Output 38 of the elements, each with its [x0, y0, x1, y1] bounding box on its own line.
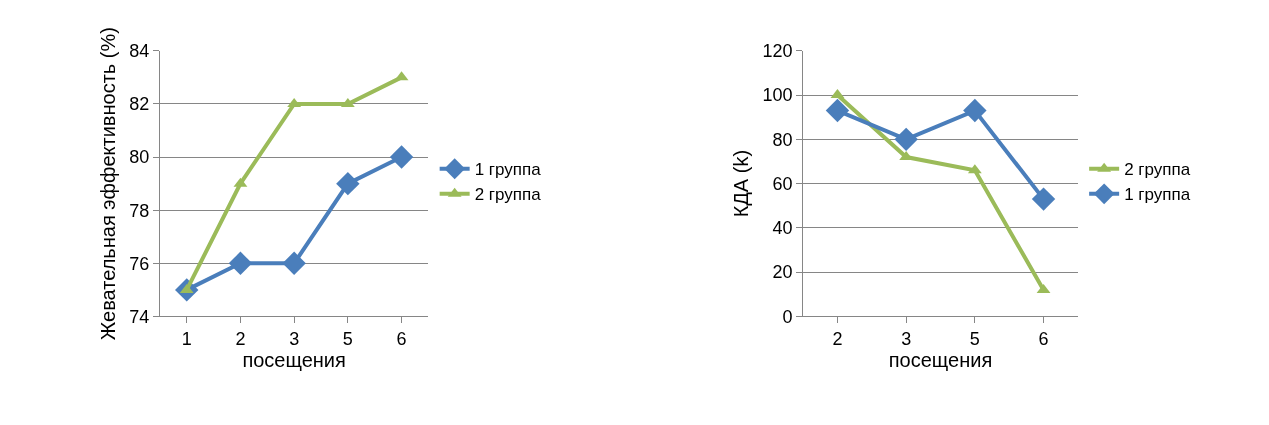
x-tick-label: 3 [289, 329, 300, 350]
x-tick-label: 2 [832, 329, 843, 350]
y-axis-title: Жевательная эффективность (%) [96, 27, 119, 341]
y-tick-label: 78 [129, 200, 150, 221]
legend-label: 1 группа [474, 160, 542, 180]
y-tick-label: 100 [762, 85, 793, 106]
point [389, 145, 414, 169]
y-axis-title: КДА (k) [729, 149, 752, 218]
point [894, 127, 918, 152]
y-tick-label: 80 [129, 147, 150, 168]
y-tick-label: 0 [782, 306, 793, 327]
x-tick-label: 1 [181, 329, 192, 350]
y-tick-label: 76 [129, 253, 150, 274]
y-tick-label: 84 [129, 41, 150, 62]
legend-label: 2 группа [474, 185, 542, 205]
x-axis-title: посещения [888, 349, 993, 372]
legend-label: 2 группа [1124, 160, 1191, 180]
y-tick-label: 60 [772, 173, 793, 194]
point [228, 251, 253, 276]
y-tick-label: 80 [772, 129, 793, 150]
point [336, 171, 360, 196]
y-tick-label: 82 [129, 94, 150, 115]
point [1031, 187, 1056, 211]
point [825, 98, 850, 123]
x-tick-label: 5 [969, 329, 980, 350]
x-tick-label: 5 [342, 329, 353, 350]
point [963, 98, 987, 123]
x-axis-title: посещения [242, 349, 346, 372]
legend-label: 1 группа [1124, 185, 1191, 205]
x-tick-label: 6 [396, 329, 407, 350]
x-tick-label: 6 [1038, 329, 1049, 350]
point [282, 251, 306, 276]
y-tick-label: 120 [762, 41, 793, 62]
x-tick-label: 3 [901, 329, 912, 350]
x-tick-label: 2 [235, 329, 246, 350]
y-tick-label: 40 [772, 218, 793, 239]
y-tick-label: 20 [772, 262, 793, 283]
y-tick-label: 74 [129, 306, 150, 327]
